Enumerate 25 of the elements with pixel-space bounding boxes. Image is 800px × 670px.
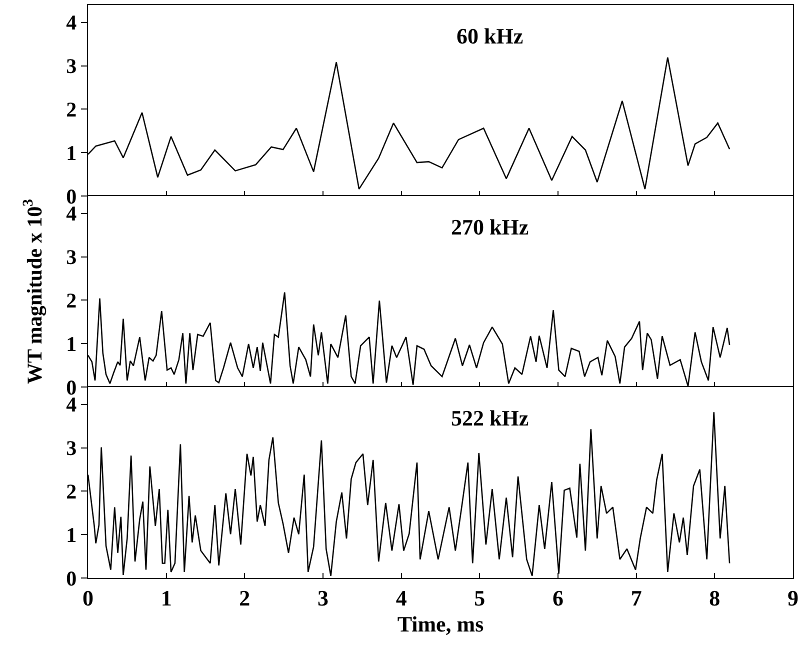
x-tick-label: 7 [630,586,642,611]
x-tick-label: 8 [709,586,720,611]
y-tick-label: 0 [66,566,77,590]
y-tick-label: 4 [66,10,78,35]
x-tick-label: 2 [239,586,250,611]
x-tick-label: 1 [160,586,172,611]
y-tick-label: 3 [66,54,77,78]
x-tick-label: 0 [82,586,94,611]
x-tick-label: 4 [396,586,407,611]
y-tick-label: 2 [66,480,77,504]
x-tick-label: 3 [318,586,328,611]
text: 270 kHz [451,214,529,240]
y-tick-label: 1 [66,140,77,165]
y-tick-label: 2 [66,288,77,313]
y-tick-label: 3 [66,245,77,270]
y-tick-label: 1 [66,522,77,547]
y-tick-label: 3 [66,436,77,460]
x-tick-label: 6 [552,586,564,611]
x-tick-label: 5 [474,586,486,611]
text: 522 kHz [451,405,529,430]
y-tick-label: 2 [66,98,77,122]
y-tick-label: 1 [66,332,77,356]
x-tick-label: 9 [788,586,798,611]
text: 60 kHz [456,23,524,48]
x-axis-title: Time, ms [397,611,484,636]
